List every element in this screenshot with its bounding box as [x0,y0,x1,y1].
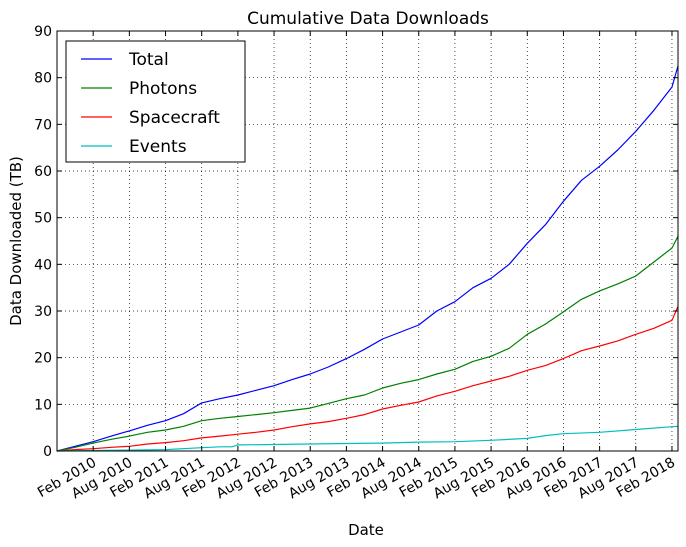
y-axis-title: Data Downloaded (TB) [7,156,25,326]
y-tick-label: 30 [34,304,52,320]
legend-label-spacecraft: Spacecraft [129,108,220,128]
series-line-events [56,425,679,452]
y-tick-label: 0 [43,444,52,460]
x-axis-title: Date [348,521,384,539]
y-tick-label: 20 [34,351,52,367]
y-tick-label: 80 [34,71,52,87]
series-line-spacecraft [56,306,679,452]
y-tick-label: 60 [34,164,52,180]
series-lines [56,65,679,452]
chart-title: Cumulative Data Downloads [247,9,489,29]
series-line-total [56,65,679,452]
y-tick-label: 70 [34,117,52,133]
y-tick-label: 10 [34,397,52,413]
y-tick-label: 50 [34,211,52,227]
legend-label-total: Total [128,50,169,70]
legend: Total Photons Spacecraft Events [65,40,246,163]
series-line-photons [56,236,679,452]
y-tick-label: 40 [34,257,52,273]
legend-label-photons: Photons [129,79,197,99]
y-tick-label: 90 [34,24,52,40]
legend-box [65,40,246,163]
plot-frame [56,30,679,452]
legend-label-events: Events [129,137,187,157]
